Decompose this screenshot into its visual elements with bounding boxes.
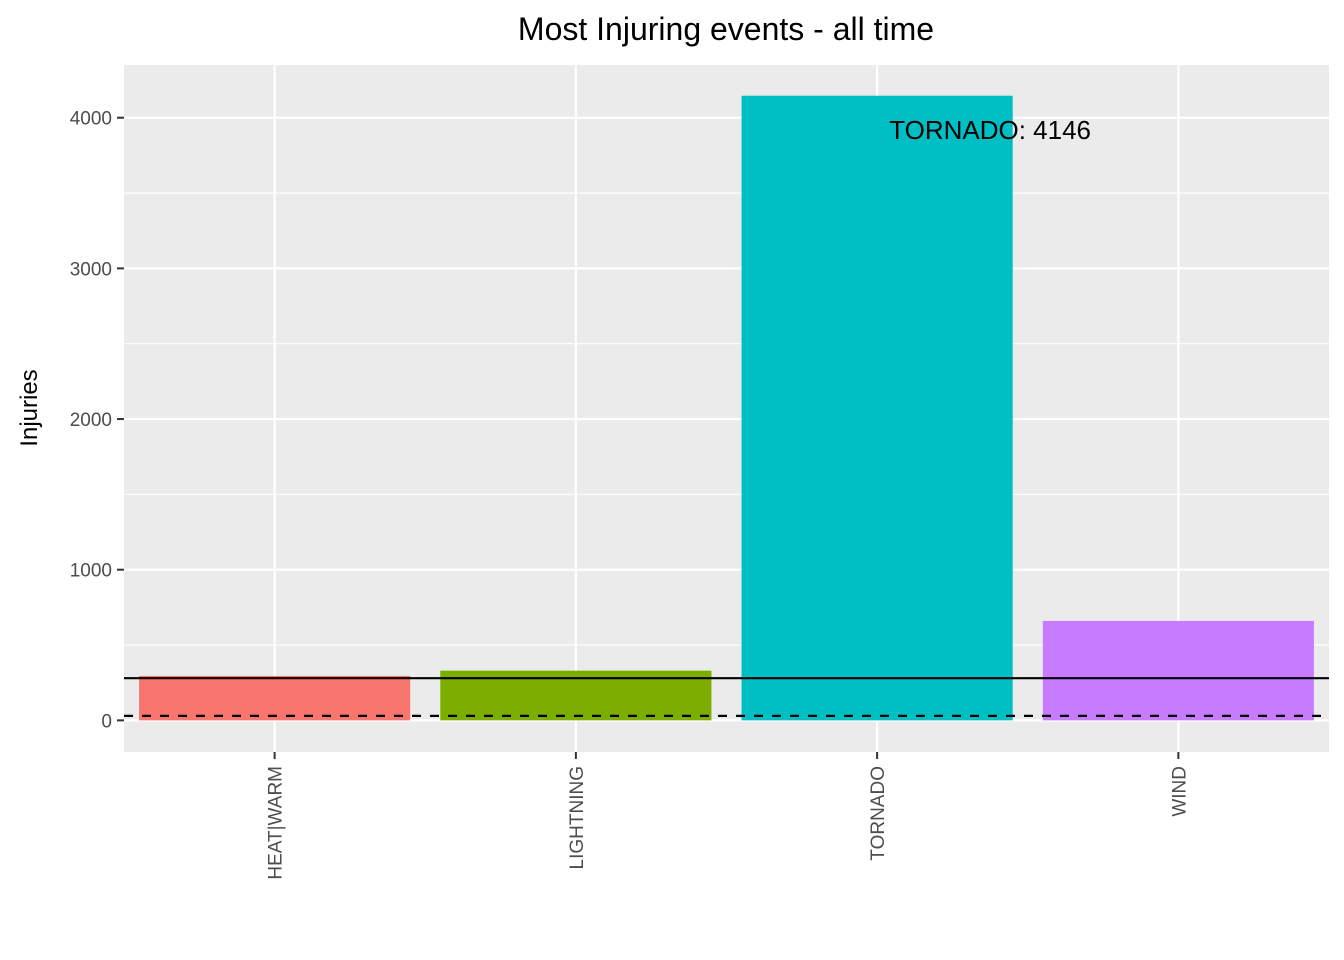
bar-tornado [741, 95, 1013, 721]
bar-wind [1042, 620, 1314, 721]
x-tick-label: TORNADO [868, 766, 889, 861]
y-axis-title: Injuries [16, 369, 43, 446]
x-tick-label: WIND [1169, 766, 1190, 817]
major-gridlines [124, 65, 1329, 752]
y-tick-label: 0 [101, 711, 112, 732]
y-axis: 0 1000 2000 3000 4000 [70, 109, 124, 732]
y-tick-label: 2000 [70, 410, 112, 431]
y-tick-label: 1000 [70, 561, 112, 582]
y-tick-label: 4000 [70, 109, 112, 130]
bars [139, 95, 1314, 721]
tornado-annotation: TORNADO: 4146 [889, 115, 1091, 145]
reference-lines [124, 677, 1329, 717]
x-tick-label: HEAT|WARM [266, 766, 287, 880]
bar-heat-warm [139, 675, 411, 721]
x-tick-label: LIGHTNING [567, 766, 588, 869]
chart-title: Most Injuring events - all time [518, 11, 934, 47]
x-axis: HEAT|WARM LIGHTNING TORNADO WIND [266, 752, 1190, 880]
y-tick-label: 3000 [70, 259, 112, 280]
